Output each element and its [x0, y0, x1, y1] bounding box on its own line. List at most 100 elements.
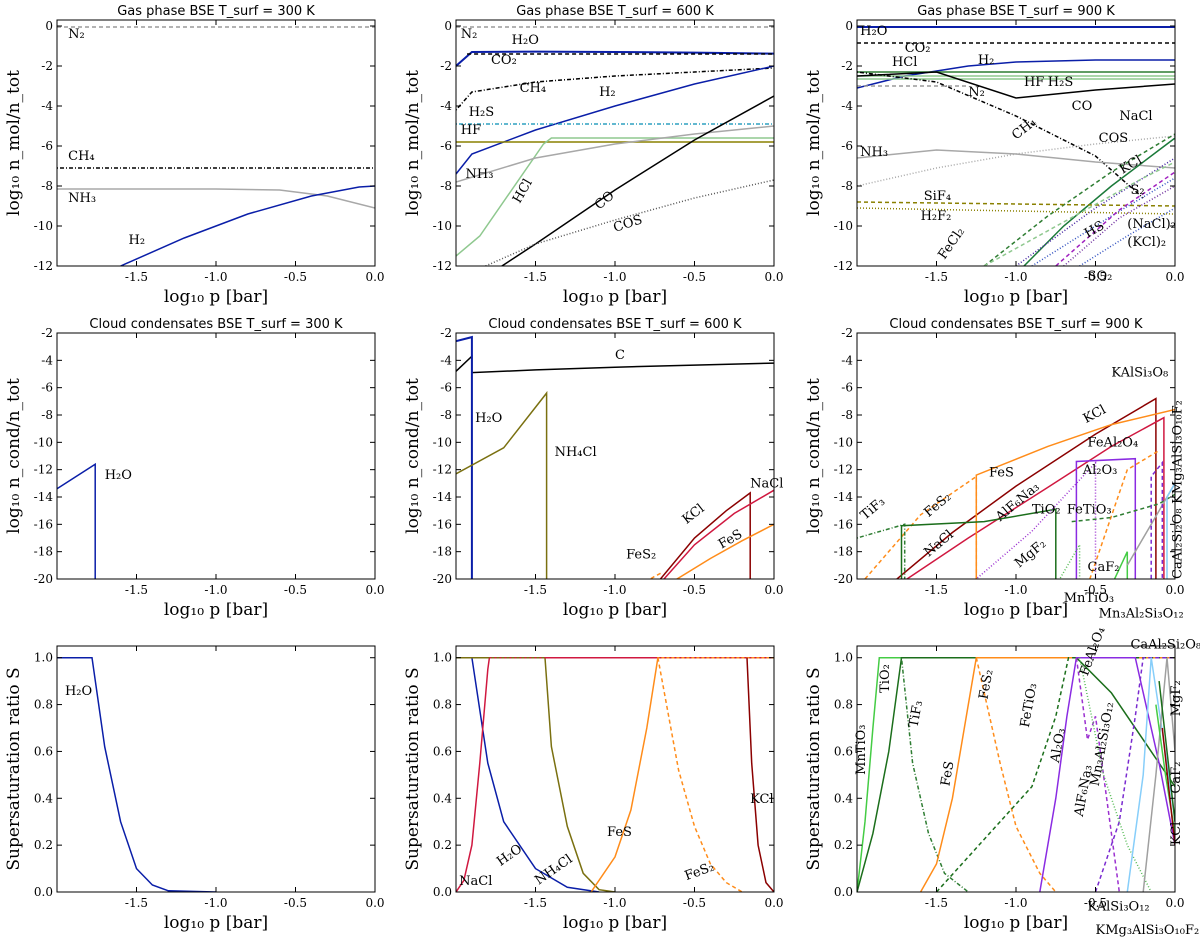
y-tick-label: 0.0 — [433, 885, 452, 899]
x-tick-label: -0.5 — [284, 896, 307, 910]
y-axis-label: Supersaturation ratio S — [403, 667, 423, 870]
y-tick-label: -8 — [841, 408, 853, 422]
curve-label: H₂S — [1048, 75, 1073, 90]
series-h2o — [57, 462, 96, 579]
curve-label: KMg₃AlSi₃O₁₀F₂ — [1170, 400, 1185, 504]
series-nh4cl — [456, 390, 548, 579]
series-nacl — [905, 416, 1165, 579]
x-tick-label: -1.5 — [925, 270, 948, 284]
series-nh3 — [57, 188, 375, 209]
panel-3-3: -1.5 -1.0 -0.5 0.0 0.0 0.2 0.4 0.6 0.8 1.0 log₁₀ p… — [804, 625, 1200, 938]
axes-frame — [56, 645, 376, 893]
curve-label: FeAl₂O₄ — [1088, 435, 1139, 450]
series-fes — [675, 523, 774, 579]
y-tick-label: 0.8 — [34, 698, 53, 712]
x-tick-label: -0.5 — [683, 583, 706, 597]
y-tick-label: -2 — [41, 59, 53, 73]
y-tick-label: -10 — [433, 219, 452, 233]
curve-label: COS — [612, 212, 645, 235]
panel-title: Gas phase BSE T_surf = 600 K — [516, 4, 714, 19]
curve-label: NaCl — [1119, 109, 1152, 124]
y-tick-label: 0.4 — [34, 791, 53, 805]
curve-label: H₂S — [469, 105, 494, 120]
y-tick-label: -2 — [440, 59, 452, 73]
y-axis-label: Supersaturation ratio S — [804, 667, 824, 870]
panel-3-2: -1.5 -1.0 -0.5 0.0 0.0 0.2 0.4 0.6 0.8 1.0 log₁₀ p… — [403, 645, 784, 933]
y-tick-label: -14 — [34, 490, 54, 504]
x-tick-label: -1.0 — [603, 583, 626, 597]
series-tif3 — [900, 657, 969, 892]
curve-label: CO — [1072, 99, 1093, 114]
x-tick-label: -1.5 — [524, 270, 547, 284]
series-(kcl)2 — [1063, 185, 1175, 266]
y-axis-label: log₁₀ n_mol/n_tot — [403, 70, 423, 216]
series-tio2 — [900, 508, 1057, 579]
y-tick-label: 0 — [45, 19, 53, 33]
y-tick-label: 0.0 — [834, 885, 853, 899]
y-tick-label: -10 — [433, 435, 452, 449]
y-tick-label: -18 — [834, 545, 853, 559]
curve-label: NaCl — [459, 874, 492, 889]
curve-label: H₂F₂ — [921, 209, 952, 224]
curve-label: HCl — [510, 176, 536, 206]
curve-label: NaCl — [921, 527, 956, 560]
x-tick-label: -0.5 — [683, 270, 706, 284]
x-tick-label: -1.5 — [925, 583, 948, 597]
y-axis-label: log₁₀ n_cond/n_tot — [804, 378, 824, 534]
panel-2-2: Cloud condensates BSE T_surf = 600 K -1.5… — [403, 317, 784, 620]
series-ch4 — [857, 71, 1144, 199]
curve-label: MnTiO₃ — [1064, 591, 1114, 606]
series-fes — [975, 408, 1175, 579]
curve-label: CO — [592, 188, 617, 213]
x-tick-label: -1.5 — [125, 896, 148, 910]
curve-label: H₂O — [512, 33, 539, 48]
curve-label: CH₄ — [1009, 115, 1039, 143]
y-tick-label: -4 — [41, 353, 53, 367]
y-tick-label: -12 — [433, 259, 452, 273]
curve-label: SiF₄ — [924, 189, 951, 204]
series-hs — [1031, 177, 1175, 266]
curve-label: MgF₂ — [1012, 537, 1049, 572]
y-tick-label: -4 — [841, 99, 853, 113]
y-tick-label: -10 — [34, 435, 53, 449]
curve-label: S₂ — [1130, 183, 1144, 198]
series-fes2 — [648, 571, 664, 579]
y-tick-label: -16 — [34, 517, 53, 531]
curve-label: H₂O — [475, 411, 502, 426]
curve-label: FeAl₂O₄ — [1077, 625, 1108, 678]
curve-label: FeS₂ — [626, 548, 656, 563]
series-fecl2 — [983, 161, 1175, 266]
curve-label: FeS₂ — [683, 860, 716, 884]
y-tick-label: -8 — [41, 408, 53, 422]
curve-label: Mn₃Al₂Si₃O₁₂ — [1088, 701, 1118, 787]
y-axis-label: log₁₀ n_cond/n_tot — [403, 378, 423, 534]
curve-label: KCl — [1117, 153, 1145, 178]
curve-label: N₂ — [461, 27, 478, 42]
y-tick-label: 0.8 — [834, 698, 853, 712]
y-tick-label: 0.4 — [433, 791, 452, 805]
series-kcl — [662, 489, 774, 579]
y-tick-label: 0.6 — [34, 744, 53, 758]
curve-label: COS — [1099, 131, 1129, 146]
x-axis-label: log₁₀ p [bar] — [964, 600, 1068, 620]
y-tick-label: -2 — [41, 326, 53, 340]
curve-label: H₂O — [65, 684, 92, 699]
series-al2o3 — [1075, 457, 1137, 579]
series-co — [857, 71, 1175, 99]
x-tick-label: -1.0 — [603, 270, 626, 284]
x-tick-label: -0.5 — [1084, 270, 1107, 284]
series-so2 — [1079, 207, 1175, 266]
curve-label: TiO₂ — [878, 664, 893, 693]
x-tick-label: -0.5 — [683, 896, 706, 910]
series-caal2si2o8 — [1166, 482, 1175, 579]
y-tick-label: -2 — [841, 326, 853, 340]
x-axis-label: log₁₀ p [bar] — [964, 287, 1068, 307]
series-kalsi3o8 — [1150, 460, 1164, 579]
curve-label: C — [615, 348, 625, 363]
axes-frame — [56, 19, 376, 267]
series-kcl — [1023, 137, 1175, 266]
curve-label: SO₂ — [1088, 269, 1113, 284]
series-h2o — [471, 657, 600, 892]
x-axis-label: log₁₀ p [bar] — [563, 600, 667, 620]
curve-label: Al₂O₃ — [1082, 463, 1118, 478]
